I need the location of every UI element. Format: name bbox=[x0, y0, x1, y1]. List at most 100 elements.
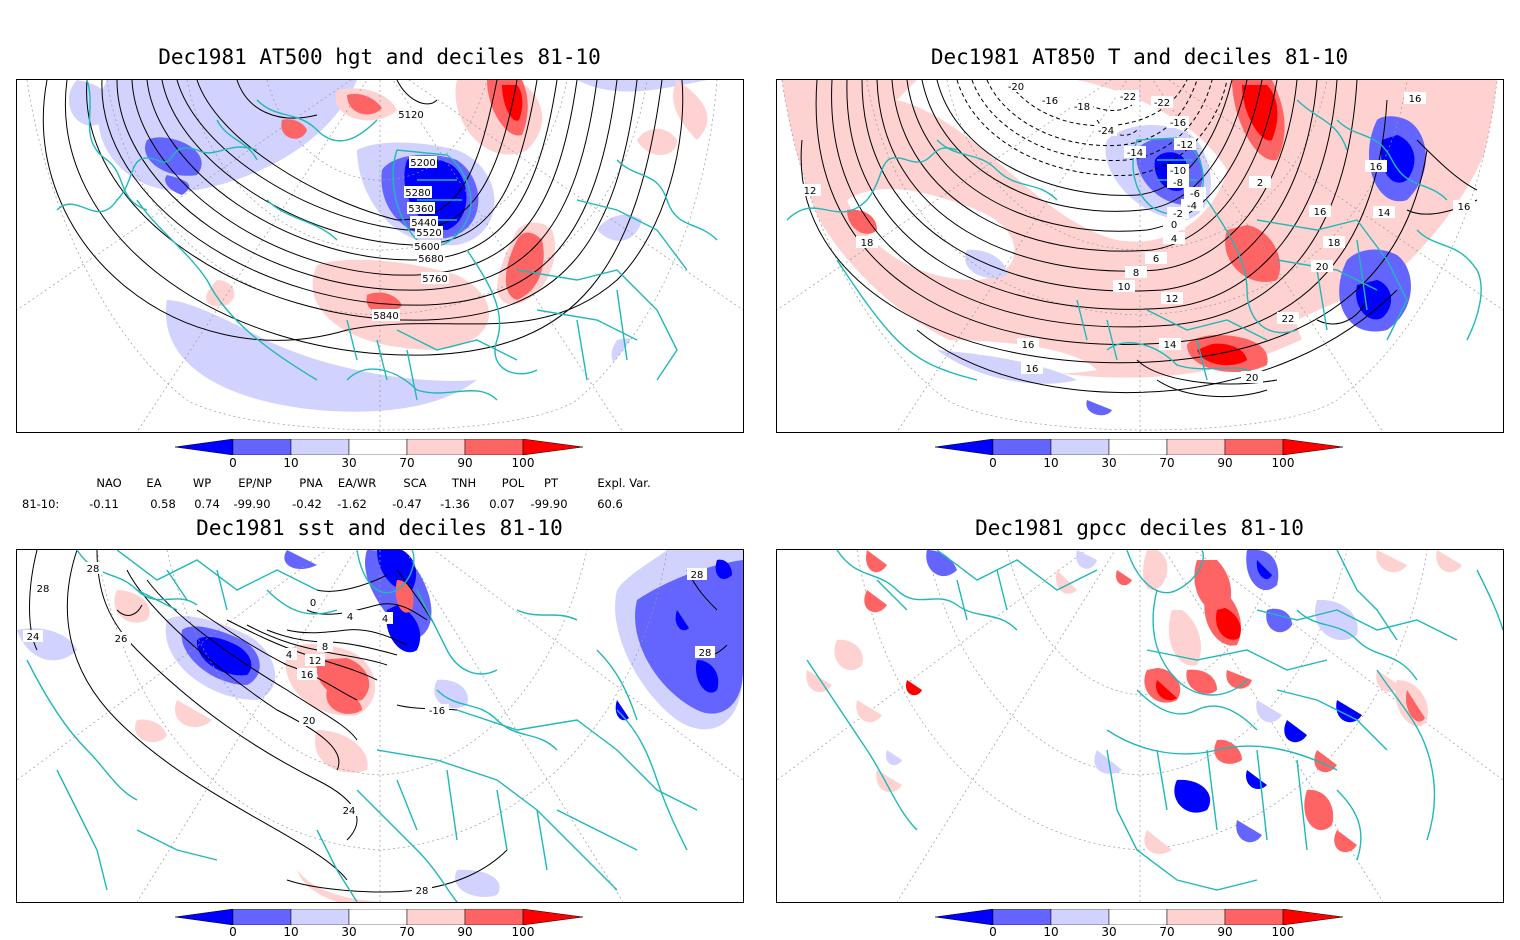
svg-text:4: 4 bbox=[382, 614, 388, 625]
svg-text:-12: -12 bbox=[1177, 140, 1193, 151]
svg-text:-22: -22 bbox=[1154, 98, 1170, 109]
contour-label: -22 bbox=[1117, 90, 1139, 103]
contour-label: 12 bbox=[1161, 292, 1183, 305]
svg-text:10: 10 bbox=[1118, 282, 1131, 293]
index-value: -99.90 bbox=[233, 497, 271, 511]
svg-text:-16: -16 bbox=[429, 706, 445, 717]
colorbar-tick: 0 bbox=[989, 925, 997, 939]
contour-label: 28 bbox=[687, 568, 707, 581]
contour-label: 18 bbox=[856, 236, 878, 249]
contour-label: -8 bbox=[1167, 176, 1189, 189]
index-value: -0.42 bbox=[292, 497, 322, 511]
svg-text:28: 28 bbox=[691, 570, 704, 581]
index-name: WP bbox=[192, 476, 212, 490]
contour-label: 5760 bbox=[421, 272, 449, 285]
svg-text:20: 20 bbox=[1246, 373, 1259, 384]
svg-text:0: 0 bbox=[310, 598, 316, 609]
contour-label: 16 bbox=[297, 668, 317, 681]
contour-label: 5120 bbox=[397, 108, 425, 121]
contour-label: -16 bbox=[1039, 94, 1061, 107]
contour-label: 8 bbox=[317, 640, 333, 653]
svg-text:8: 8 bbox=[322, 642, 328, 653]
colorbar-sst bbox=[174, 908, 585, 926]
svg-text:-4: -4 bbox=[1187, 201, 1197, 212]
contour-label: -6 bbox=[1184, 187, 1206, 200]
contour-label: 12 bbox=[305, 654, 325, 667]
index-name: PNA bbox=[299, 476, 323, 490]
contour-label: 20 bbox=[1311, 260, 1333, 273]
colorbar-tick: 70 bbox=[1159, 456, 1175, 470]
svg-text:20: 20 bbox=[303, 716, 316, 727]
map-panel-gpcc bbox=[776, 549, 1504, 903]
contour-label: -18 bbox=[1071, 100, 1093, 113]
svg-text:12: 12 bbox=[309, 656, 322, 667]
svg-text:-14: -14 bbox=[1127, 148, 1143, 159]
svg-text:4: 4 bbox=[286, 650, 292, 661]
colorbar-tick: 100 bbox=[511, 925, 535, 939]
svg-text:16: 16 bbox=[1022, 340, 1035, 351]
contour-label: 4 bbox=[1163, 232, 1185, 245]
contour-label: -12 bbox=[1174, 138, 1196, 151]
colorbar-tick: 10 bbox=[1043, 456, 1059, 470]
index-value: -0.11 bbox=[89, 497, 119, 511]
svg-text:-10: -10 bbox=[1170, 166, 1186, 177]
svg-text:24: 24 bbox=[27, 632, 40, 643]
index-value: -0.47 bbox=[392, 497, 422, 511]
index-value: -1.36 bbox=[440, 497, 470, 511]
index-name: TNH bbox=[451, 476, 477, 490]
svg-text:12: 12 bbox=[1166, 294, 1179, 305]
colorbar-tick: 90 bbox=[457, 456, 473, 470]
colorbar-tick: 70 bbox=[399, 925, 415, 939]
svg-text:-16: -16 bbox=[1170, 118, 1186, 129]
svg-text:-6: -6 bbox=[1190, 189, 1200, 200]
svg-text:28: 28 bbox=[699, 648, 712, 659]
contour-label: 16 bbox=[1404, 92, 1426, 105]
svg-text:16: 16 bbox=[1370, 162, 1383, 173]
colorbar-tick: 90 bbox=[457, 925, 473, 939]
contour-label: -24 bbox=[1095, 124, 1117, 137]
colorbar-tick: 0 bbox=[229, 925, 237, 939]
contour-label: 28 bbox=[695, 646, 715, 659]
contour-label: 5440 bbox=[410, 216, 438, 229]
svg-text:2: 2 bbox=[1257, 178, 1263, 189]
index-name: NAO bbox=[96, 476, 122, 490]
svg-text:28: 28 bbox=[416, 886, 429, 897]
contour-label: -10 bbox=[1167, 164, 1189, 177]
colorbar-tick: 30 bbox=[341, 925, 357, 939]
colorbar-tick: 70 bbox=[1159, 925, 1175, 939]
svg-text:5520: 5520 bbox=[416, 228, 441, 239]
contour-label: 16 bbox=[1021, 362, 1043, 375]
index-value: 60.6 bbox=[597, 497, 623, 511]
contour-label: 5600 bbox=[413, 240, 441, 253]
index-name: PT bbox=[544, 476, 558, 490]
colorbar-t850 bbox=[934, 438, 1345, 456]
index-name: EA/WR bbox=[337, 476, 377, 490]
contour-label: 24 bbox=[23, 630, 43, 643]
contour-label: 5680 bbox=[417, 252, 445, 265]
index-name: SCA bbox=[403, 476, 427, 490]
contour-label: 5200 bbox=[409, 156, 437, 169]
colorbar-tick: 100 bbox=[1271, 456, 1295, 470]
colorbar-tick: 30 bbox=[341, 456, 357, 470]
map-panel-t850: -20 -16 -18 -22 -22 -24 -16 -14 -12 -10 … bbox=[776, 79, 1504, 433]
contour-label: 12 bbox=[799, 184, 821, 197]
contour-label: 16 bbox=[1453, 200, 1475, 213]
svg-text:18: 18 bbox=[1328, 238, 1341, 249]
contour-label: 28 bbox=[412, 884, 432, 897]
svg-text:16: 16 bbox=[301, 670, 314, 681]
svg-text:20: 20 bbox=[1316, 262, 1329, 273]
svg-text:24: 24 bbox=[343, 806, 356, 817]
colorbar-tick: 70 bbox=[399, 456, 415, 470]
colorbar-tick: 90 bbox=[1217, 925, 1233, 939]
colorbar-tick: 0 bbox=[229, 456, 237, 470]
contour-label: 18 bbox=[1323, 236, 1345, 249]
svg-text:16: 16 bbox=[1458, 202, 1471, 213]
colorbar-tick: 30 bbox=[1101, 925, 1117, 939]
index-value: -1.62 bbox=[337, 497, 367, 511]
svg-text:28: 28 bbox=[87, 564, 100, 575]
index-name: POL bbox=[501, 476, 525, 490]
map-panel-hgt500: 5120 5200 5280 5360 5440 5520 5600 5680 … bbox=[16, 79, 744, 433]
contour-label: -22 bbox=[1151, 96, 1173, 109]
svg-text:5360: 5360 bbox=[408, 204, 433, 215]
svg-text:5680: 5680 bbox=[418, 254, 443, 265]
